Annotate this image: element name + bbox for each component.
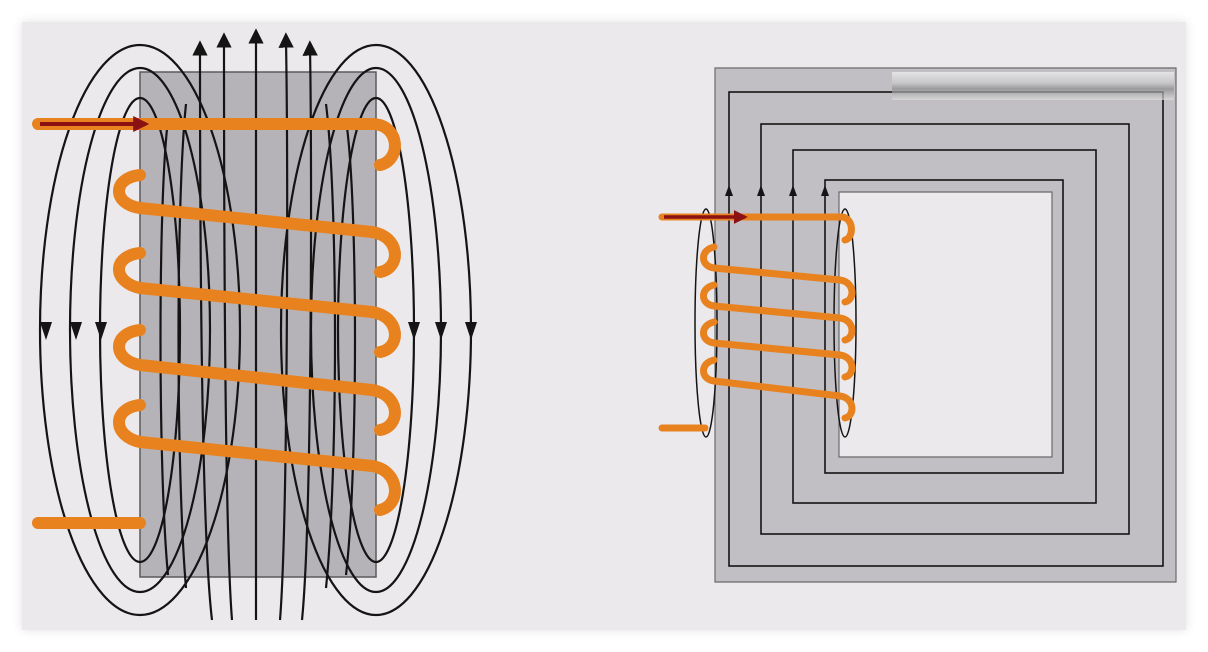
- scan-strip: [892, 72, 1174, 100]
- field-loop-outer-left-1: [38, 43, 242, 617]
- outer-field-arrows: [40, 322, 477, 340]
- field-loop-core-2: [760, 123, 1130, 535]
- coil-turn: [113, 247, 401, 358]
- coil-turn: [113, 324, 401, 436]
- core-field-lines: [159, 28, 357, 621]
- core-field-line: [344, 119, 357, 576]
- coil-turn: [700, 281, 856, 344]
- closed-core-figure: [658, 67, 1177, 583]
- arrow-down-icon: [465, 322, 477, 340]
- coil-turn: [113, 399, 401, 516]
- core-loop-field-lines: [728, 91, 1164, 567]
- arrow-up-icon: [789, 185, 797, 196]
- core-field-arrows: [725, 185, 829, 196]
- closed-iron-core: [714, 67, 1177, 583]
- core-field-line: [216, 32, 234, 621]
- core-field-line: [278, 32, 294, 621]
- coil-lead-in: [658, 213, 855, 244]
- field-loop-core-3: [792, 149, 1097, 504]
- core-field-line: [159, 119, 170, 576]
- small-coil: [658, 213, 856, 432]
- field-loop-outer-left-2: [68, 66, 212, 594]
- coil-turn: [700, 243, 856, 306]
- arrow-down-icon: [70, 322, 82, 340]
- coil-lead-in: [32, 118, 401, 171]
- core-field-line: [177, 103, 188, 589]
- arrow-down-icon: [408, 322, 420, 340]
- arrow-down-icon: [95, 322, 107, 340]
- arrow-up-icon: [725, 185, 733, 196]
- coil-turn: [700, 318, 856, 381]
- field-loop-core-4: [824, 179, 1064, 474]
- core-field-line: [300, 40, 318, 621]
- coil-turn: [113, 169, 401, 278]
- core-field-line: [324, 103, 337, 589]
- coil-ellipse-right: [833, 208, 857, 438]
- arrow-down-icon: [40, 322, 52, 340]
- arrow-up-icon: [821, 185, 829, 196]
- iron-core: [139, 71, 377, 578]
- solenoid-figure: [32, 28, 477, 621]
- arrow-down-icon: [435, 322, 447, 340]
- coil-turn: [700, 356, 856, 422]
- core-field-line: [192, 40, 214, 621]
- solenoid-coil: [32, 118, 401, 529]
- arrow-up-icon: [757, 185, 765, 196]
